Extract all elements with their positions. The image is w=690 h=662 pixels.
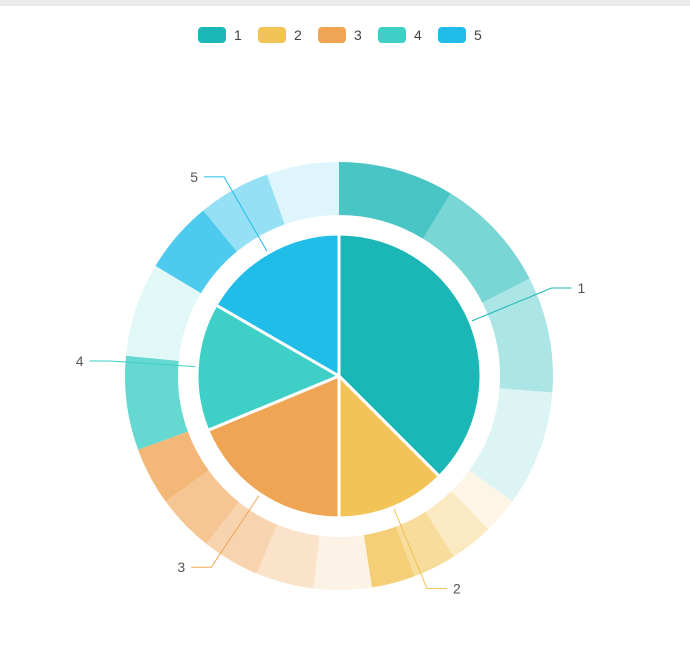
legend-label-1: 1 (234, 27, 242, 43)
callout-label-5: 5 (190, 169, 198, 185)
legend-swatch-1 (198, 27, 226, 43)
callout-line-4 (89, 360, 196, 368)
outer-slice-3-3[interactable] (206, 502, 278, 574)
callout-label-1: 1 (577, 280, 585, 296)
outer-slice-5-3[interactable] (266, 162, 339, 225)
legend-swatch-2 (258, 27, 286, 43)
callout-line-5 (204, 176, 268, 252)
callout-label-4: 4 (76, 353, 84, 369)
outer-slice-2-1[interactable] (451, 470, 513, 530)
outer-slice-4-1[interactable] (125, 355, 188, 450)
outer-slice-2-3[interactable] (395, 511, 454, 577)
inner-slice-2[interactable] (337, 374, 441, 520)
legend-item-1[interactable]: 1 (198, 25, 242, 45)
outer-slice-1-4[interactable] (469, 388, 553, 502)
outer-slice-5-1[interactable] (155, 210, 237, 294)
legend-swatch-5 (438, 27, 466, 43)
inner-pie (195, 232, 483, 520)
top-bar (0, 0, 690, 6)
inner-slice-5[interactable] (214, 232, 341, 378)
legend-swatch-4 (378, 27, 406, 43)
callout-label-3: 3 (177, 559, 185, 575)
legend-label-4: 4 (414, 27, 422, 43)
legend-item-5[interactable]: 5 (438, 25, 482, 45)
legend-item-3[interactable]: 3 (318, 25, 362, 45)
outer-slice-2-4[interactable] (363, 526, 415, 588)
outer-slice-2-2[interactable] (425, 491, 489, 557)
callouts: 1 2 3 4 5 (76, 169, 586, 597)
outer-slice-1-2[interactable] (423, 193, 530, 303)
outer-slice-1-3[interactable] (482, 278, 553, 393)
outer-slice-3-5[interactable] (138, 431, 209, 502)
outer-slice-4-2[interactable] (125, 265, 201, 361)
inner-slice-4[interactable] (195, 303, 341, 432)
callout-line-1 (471, 287, 572, 322)
outer-slice-1-1[interactable] (339, 162, 451, 239)
outer-slice-3-1[interactable] (313, 535, 372, 590)
outer-slice-3-2[interactable] (256, 524, 320, 589)
callout-line-3 (191, 495, 260, 568)
chart-legend: 1 2 3 4 5 (0, 25, 690, 45)
outer-slice-3-4[interactable] (165, 470, 240, 544)
legend-label-5: 5 (474, 27, 482, 43)
legend-item-4[interactable]: 4 (378, 25, 422, 45)
legend-label-3: 3 (354, 27, 362, 43)
inner-slice-3[interactable] (206, 374, 341, 520)
legend-swatch-3 (318, 27, 346, 43)
callout-label-2: 2 (453, 580, 461, 596)
callout-line-2 (393, 508, 448, 589)
outer-ring (125, 162, 553, 590)
outer-slice-5-2[interactable] (203, 174, 285, 252)
inner-slice-1[interactable] (337, 232, 483, 478)
legend-item-2[interactable]: 2 (258, 25, 302, 45)
legend-label-2: 2 (294, 27, 302, 43)
